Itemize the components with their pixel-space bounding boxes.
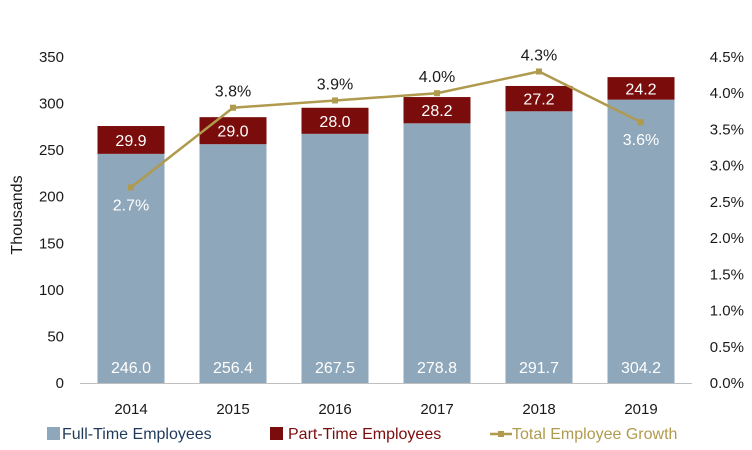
growth-label: 2.7% [113,197,149,214]
legend-swatch-full-time [47,427,60,440]
growth-label: 4.3% [521,47,557,64]
bar-full-time-label: 278.8 [417,360,457,377]
x-tick-label: 2014 [114,401,147,418]
y2-tick-label: 1.0% [710,303,744,320]
y-tick-label: 150 [39,235,64,252]
bar-full-time [607,99,675,384]
x-tick-label: 2015 [216,401,249,418]
x-tick-label: 2018 [522,401,555,418]
y2-tick-label: 2.0% [710,230,744,247]
y2-tick-label: 3.0% [710,158,744,175]
bar-part-time [301,107,369,134]
x-tick-label: 2016 [318,401,351,418]
bar-full-time-label: 304.2 [621,360,661,377]
bar-full-time [403,123,471,383]
bar-part-time [505,85,573,112]
y-axis-title: Thousands [9,175,26,254]
bar-full-time-label: 256.4 [213,360,253,377]
growth-marker [128,184,134,191]
bar-part-time [199,117,267,145]
bar-part-time-label: 27.2 [523,92,554,109]
y-tick-label: 200 [39,189,64,206]
growth-label: 3.8% [215,84,251,101]
bars-group: 246.0 29.9 256.4 29.0 267.5 28.0 278.8 28.2 291.… [97,77,675,384]
y-tick-label: 50 [47,328,64,345]
growth-label: 3.9% [317,76,353,93]
growth-line-group: 2.7% 3.8% 3.9% 4.0% 4.3% 3.6% [113,47,659,214]
x-axis: 2014 2015 2016 2017 2018 2019 [114,401,657,418]
growth-marker [230,104,236,111]
y2-tick-label: 3.5% [710,121,744,138]
growth-marker [434,90,440,97]
x-tick-label: 2017 [420,401,453,418]
bar-full-time-label: 267.5 [315,360,355,377]
legend: Full-Time Employees Part-Time Employees To… [47,426,677,443]
growth-marker [536,68,542,75]
y-axis-left: 0 50 100 150 200 250 300 350 [39,49,64,392]
growth-marker [332,97,338,104]
bar-full-time [301,133,369,383]
x-tick-label: 2019 [624,401,657,418]
y2-tick-label: 2.5% [710,194,744,211]
legend-label-growth: Total Employee Growth [512,426,677,443]
bar-full-time [505,111,573,384]
y-tick-label: 100 [39,282,64,299]
bar-part-time [97,126,165,154]
y2-tick-label: 1.5% [710,266,744,283]
growth-line [130,70,642,189]
bar-part-time [403,97,471,124]
bar-full-time-label: 246.0 [111,360,151,377]
y2-tick-label: 0.5% [710,339,744,356]
bar-part-time-label: 24.2 [625,81,656,98]
y2-tick-label: 4.0% [710,85,744,102]
bar-full-time [97,153,165,383]
legend-label-part-time: Part-Time Employees [288,426,441,443]
bar-part-time-label: 29.9 [115,133,146,150]
y2-tick-label: 0.0% [710,375,744,392]
y-axis-right: 0.0% 0.5% 1.0% 1.5% 2.0% 2.5% 3.0% 3.5% 4.0% 4.5% [710,49,744,392]
legend-label-full-time: Full-Time Employees [62,426,212,443]
bar-part-time-label: 28.0 [319,114,350,131]
bar-part-time-label: 28.2 [421,103,452,120]
growth-label: 3.6% [623,132,659,149]
y-tick-label: 0 [56,375,64,392]
y2-tick-label: 4.5% [710,49,744,66]
y-tick-label: 250 [39,142,64,159]
y-tick-label: 350 [39,49,64,66]
bar-full-time-label: 291.7 [519,360,559,377]
growth-marker [638,119,644,126]
growth-label: 4.0% [419,69,455,86]
bar-full-time [199,144,267,383]
bar-part-time-label: 29.0 [217,124,248,141]
y-tick-label: 300 [39,96,64,113]
bar-part-time [607,77,675,100]
legend-marker-growth [498,431,504,437]
legend-swatch-part-time [270,427,283,440]
